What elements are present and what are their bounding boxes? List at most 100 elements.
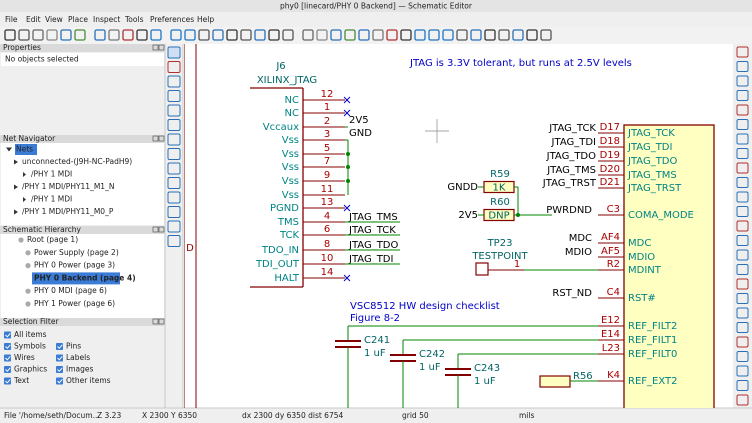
tool-button[interactable] [736,264,749,275]
filter-label[interactable]: Symbols [14,342,46,351]
toolbar-button[interactable] [240,29,252,41]
toolbar-button[interactable] [108,29,120,41]
net-item[interactable]: /PHY 1 MDI [31,170,72,179]
checkbox[interactable] [4,377,11,385]
toolbar-button[interactable] [456,29,468,41]
tool-button[interactable] [736,61,749,72]
tool-button[interactable] [736,46,749,58]
toolbar-button[interactable] [18,29,30,41]
menu-item[interactable]: View [45,15,63,24]
tool-button[interactable] [167,75,181,88]
filter-label[interactable]: Graphics [14,365,47,374]
tool-button[interactable] [736,148,749,159]
hierarchy-item[interactable]: Power Supply (page 2) [34,248,119,257]
hierarchy-item[interactable]: Root (page 1) [27,235,78,244]
toolbar-button[interactable] [268,29,280,41]
tool-button[interactable] [736,394,749,406]
menu-item[interactable]: File [5,15,18,24]
toolbar-button[interactable] [414,29,426,41]
toolbar-button[interactable] [4,29,16,41]
toolbar-button[interactable] [136,29,148,41]
toolbar-button[interactable] [198,29,210,41]
toolbar-button[interactable] [442,29,454,41]
net-item[interactable]: /PHY 1 MDI/PHY11_M0_P [22,207,114,216]
toolbar-button[interactable] [484,29,496,41]
toolbar-button[interactable] [212,29,224,41]
hierarchy-item[interactable]: PHY 0 Power (page 3) [34,261,115,270]
tool-button[interactable] [167,133,181,146]
menu-item[interactable]: Help [197,15,214,24]
tool-button[interactable] [736,220,749,232]
toolbar-button[interactable] [32,29,44,41]
tool-button[interactable] [736,322,749,333]
tool-button[interactable] [167,206,181,218]
tool-button[interactable] [736,278,749,290]
toolbar-button[interactable] [512,29,524,41]
tool-button[interactable] [167,90,181,102]
net-item[interactable]: /PHY 1 MDI [31,195,72,204]
filter-label[interactable]: Labels [66,353,90,362]
checkbox[interactable] [56,354,63,362]
net-item[interactable]: Nets [16,145,33,154]
toolbar-button[interactable] [344,29,356,41]
menu-item[interactable]: Tools [124,15,144,24]
hierarchy-item[interactable]: PHY 0 Backend (page 4) [34,273,136,282]
tool-button[interactable] [736,336,749,348]
checkbox[interactable] [4,331,11,339]
toolbar-button[interactable] [372,29,384,41]
menu-item[interactable]: Place [68,15,88,24]
checkbox[interactable] [56,377,63,385]
tool-button[interactable] [736,75,749,87]
toolbar-button[interactable] [470,29,482,41]
tool-button[interactable] [167,162,181,175]
toolbar-button[interactable] [316,29,328,41]
menu-item[interactable]: Edit [26,15,41,24]
tool-button[interactable] [736,365,749,377]
tool-button[interactable] [736,206,749,217]
toolbar-button[interactable] [540,29,552,41]
toolbar-button[interactable] [282,29,294,41]
toolbar-button[interactable] [498,29,510,41]
toolbar-button[interactable] [122,29,134,41]
checkbox[interactable] [4,343,11,350]
tool-button[interactable] [736,235,749,246]
filter-label[interactable]: Pins [66,342,81,351]
filter-label[interactable]: Wires [14,353,35,362]
tool-button[interactable] [736,191,749,203]
tool-button[interactable] [736,177,749,188]
hierarchy-item[interactable]: PHY 1 Power (page 6) [34,299,115,308]
net-item[interactable]: unconnected-(J9H-NC-PadH9) [22,157,132,166]
checkbox[interactable] [4,354,11,362]
toolbar-button[interactable] [226,29,238,41]
toolbar-button[interactable] [46,29,58,41]
tool-button[interactable] [736,293,749,304]
toolbar-button[interactable] [74,29,86,41]
filter-label[interactable]: All items [14,330,47,339]
toolbar-button[interactable] [386,29,398,41]
tool-button[interactable] [736,162,749,174]
tool-button[interactable] [736,90,749,101]
checkbox[interactable] [56,343,63,350]
filter-label[interactable]: Images [66,365,93,374]
tool-button[interactable] [736,249,749,261]
tool-button[interactable] [736,307,749,319]
filter-label[interactable]: Text [13,376,29,385]
toolbar-button[interactable] [428,29,440,41]
tool-button[interactable] [736,380,749,391]
tool-button[interactable] [167,191,181,204]
tool-button[interactable] [167,177,181,189]
toolbar-button[interactable] [94,29,106,41]
tool-button[interactable] [736,119,749,130]
tool-button[interactable] [167,46,181,59]
tool-button[interactable] [167,104,181,117]
toolbar-button[interactable] [526,29,538,41]
net-item[interactable]: /PHY 1 MDI/PHY11_M1_N [22,182,114,191]
hierarchy-item[interactable]: PHY 0 MDI (page 6) [34,286,107,295]
toolbar-button[interactable] [60,29,72,41]
toolbar-button[interactable] [150,29,162,41]
tool-button[interactable] [736,104,749,116]
tool-button[interactable] [736,351,749,362]
menu-item[interactable]: Inspect [93,15,120,24]
tool-button[interactable] [167,148,181,160]
tool-button[interactable] [167,220,181,233]
